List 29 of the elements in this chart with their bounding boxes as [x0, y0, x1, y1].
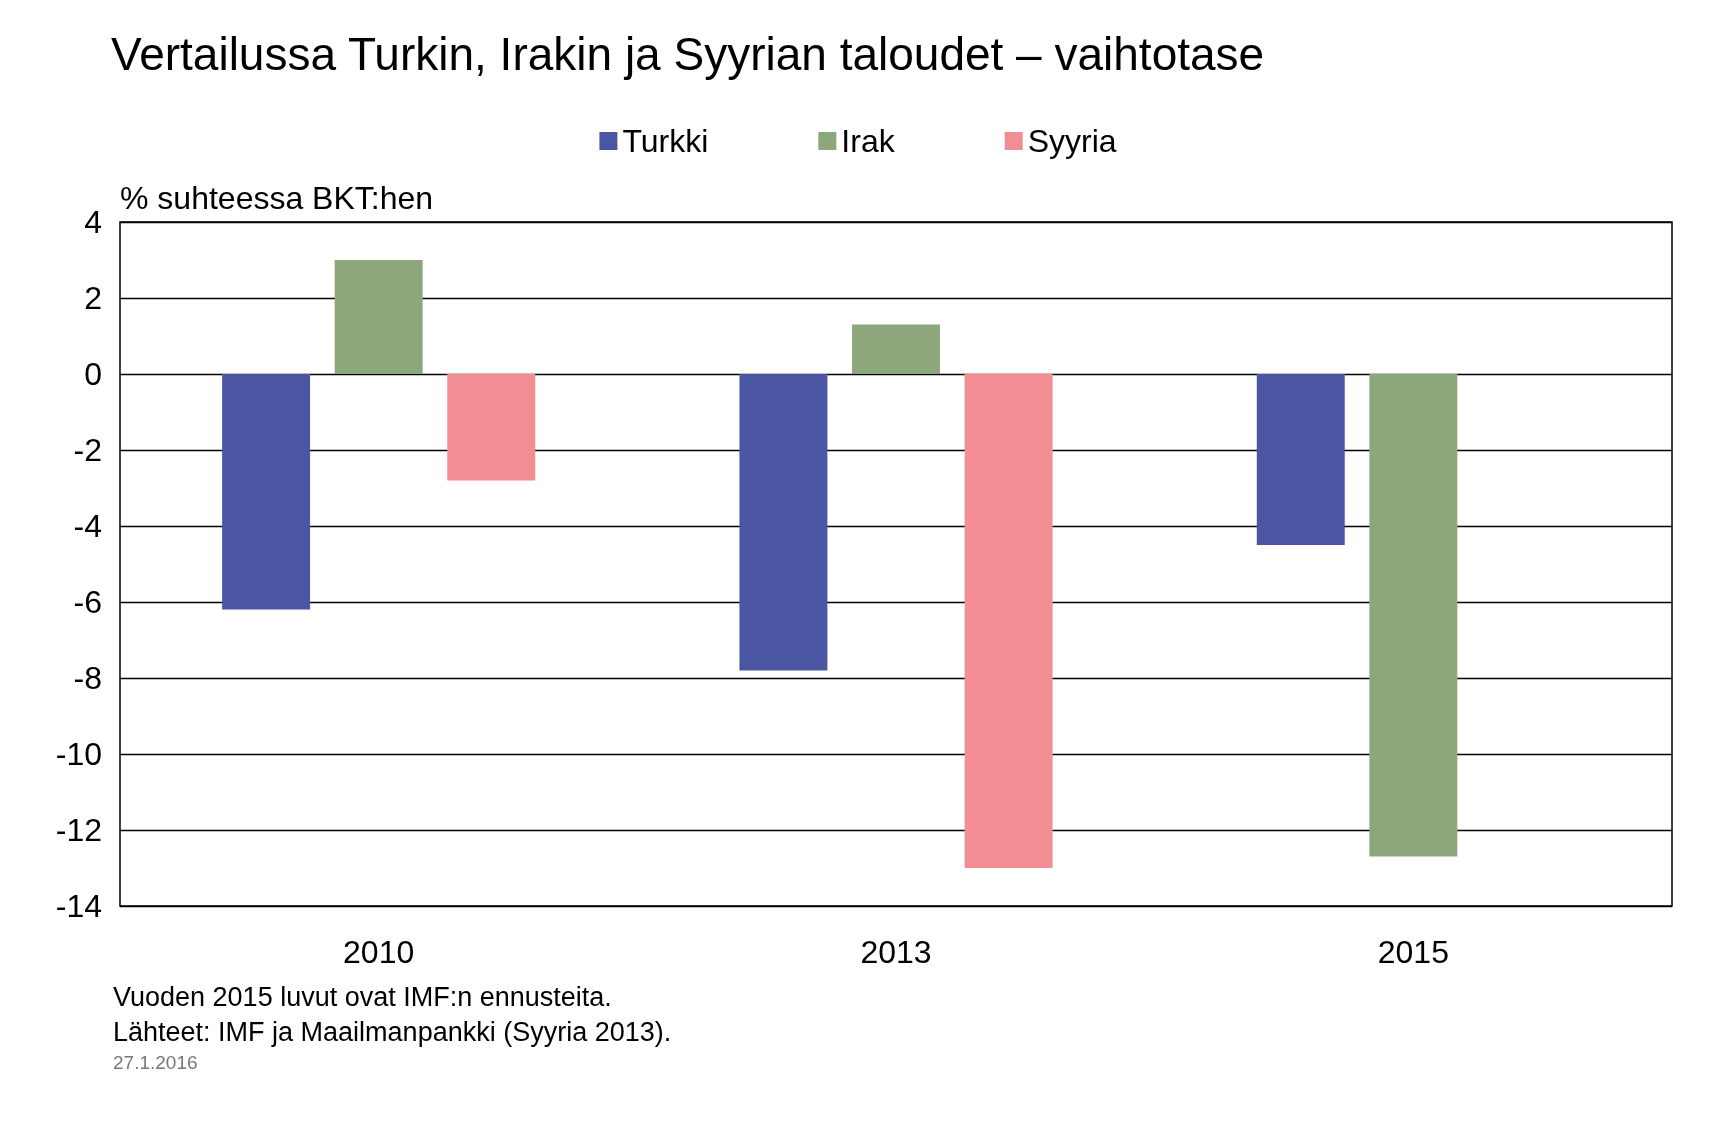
legend-label: Turkki — [622, 123, 709, 159]
text: Vuoden 2015 luvut ovat IMF:n ennusteita. — [113, 981, 612, 1012]
bar — [739, 374, 828, 671]
y-tick-label: -12 — [55, 812, 102, 848]
y-tick-label: -14 — [55, 888, 102, 924]
legend-label: Syyria — [1027, 123, 1117, 159]
y-axis-title: % suhteessa BKT:hen — [120, 180, 434, 216]
bar — [222, 374, 311, 610]
y-tick-label: -8 — [73, 660, 102, 696]
chart-title: Vertailussa Turkin, Irakin ja Syyrian taloudet – vaihtotase — [111, 28, 1265, 80]
bar — [1256, 374, 1345, 545]
bar — [1369, 374, 1458, 857]
y-tick-label: -4 — [73, 508, 102, 544]
bar — [334, 260, 423, 374]
text: Lähteet: IMF ja Maailmanpankki (Syyria 2013). — [113, 1016, 672, 1047]
x-tick-label: 2013 — [860, 934, 932, 970]
y-tick-label: -6 — [73, 584, 102, 620]
y-tick-label: 0 — [84, 356, 102, 392]
legend-label: Irak — [841, 123, 896, 159]
y-tick-label: -2 — [73, 432, 102, 468]
y-tick-label: 2 — [84, 280, 102, 316]
x-tick-label: 2010 — [343, 934, 415, 970]
text: 27.1.2016 — [113, 1052, 198, 1073]
bar — [852, 324, 940, 374]
y-tick-label: -10 — [55, 736, 102, 772]
bar — [447, 374, 536, 481]
bar — [964, 374, 1053, 868]
y-tick-label: 4 — [84, 204, 102, 240]
x-tick-label: 2015 — [1377, 934, 1449, 970]
